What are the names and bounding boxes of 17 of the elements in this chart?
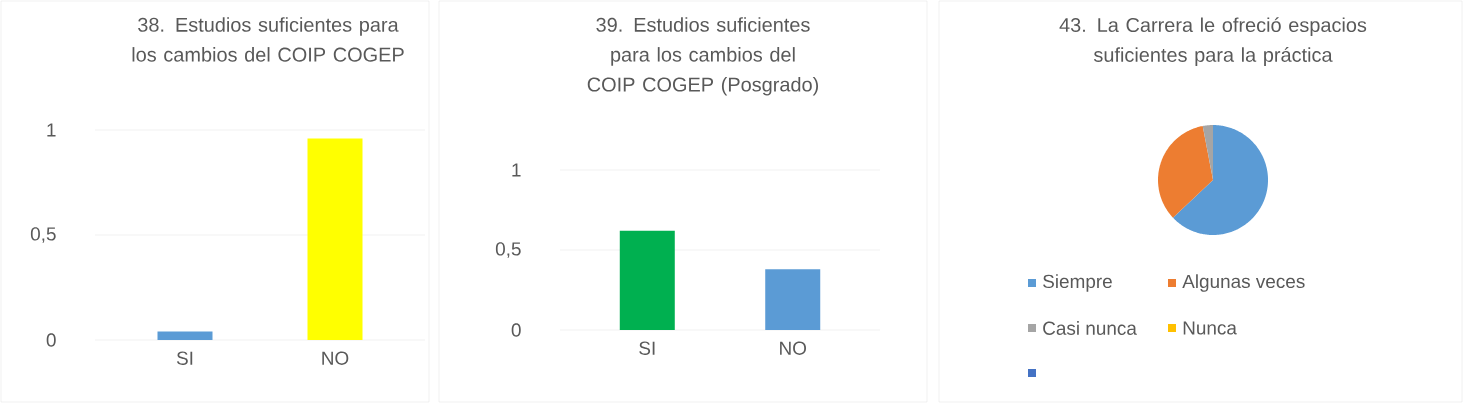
legend-label: Algunas veces — [1182, 274, 1305, 292]
legend-label: Casi nunca — [1043, 321, 1137, 335]
y-tick-label: 0 — [46, 333, 56, 347]
legend-label: Nunca — [1183, 321, 1237, 335]
x-tick-label: NO — [780, 341, 807, 355]
chart-title: 43. La Carrera le ofreció espacios suficientes para la práctica — [1059, 17, 1367, 66]
y-tick-label: 0 — [511, 323, 521, 337]
chart-title: 39. Estudios suficientes para los cambios del COIP COGEP (Posgrado) — [587, 17, 819, 96]
y-tick-label: 0,5 — [495, 242, 521, 258]
y-tick-label: 0,5 — [30, 227, 56, 243]
x-tick-label: SI — [176, 351, 193, 365]
chart-title: 38. Estudios suficientes para los cambios del COIP COGEP — [132, 17, 404, 62]
x-tick-label: NO — [322, 351, 349, 365]
y-tick-label: 1 — [512, 163, 521, 177]
x-tick-label: SI — [639, 341, 655, 355]
y-tick-label: 1 — [47, 123, 56, 137]
legend-label: Siempre — [1043, 274, 1112, 292]
